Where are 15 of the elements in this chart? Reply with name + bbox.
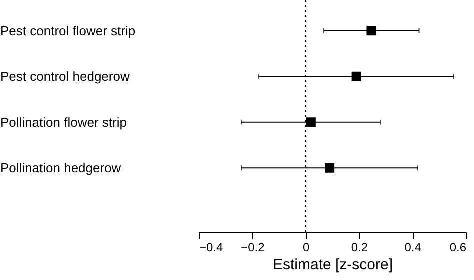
point [306, 118, 316, 128]
y-tick-label: Pest control flower strip [0, 23, 136, 38]
x-tick-label: 0.4 [404, 240, 422, 254]
y-tick-label: Pest control hedgerow [0, 69, 130, 84]
y-tick-label: Pollination hedgerow [0, 160, 122, 176]
point [325, 163, 335, 173]
x-axis-title: Estimate [z-score] [272, 256, 394, 274]
point [352, 72, 362, 82]
x-tick-label: −0.2 [241, 240, 266, 254]
point [366, 26, 376, 36]
x-tick-label: −0.4 [200, 240, 224, 254]
y-tick-label: Pollination flower strip [0, 114, 127, 130]
x-tick-label: 0.6 [450, 240, 467, 254]
x-tick-label: 0 [302, 240, 310, 254]
x-tick-label: 0.2 [351, 240, 368, 254]
